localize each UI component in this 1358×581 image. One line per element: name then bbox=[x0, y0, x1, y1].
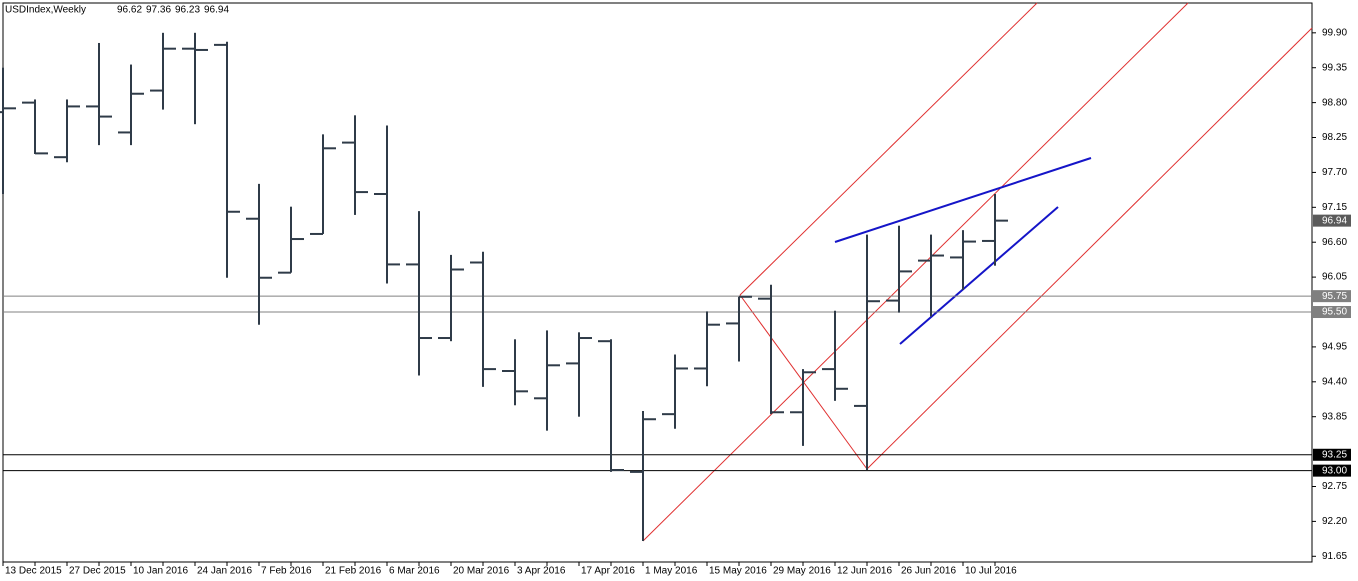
y-tick-label: 92.20 bbox=[1322, 516, 1347, 527]
channel-lower bbox=[866, 27, 1313, 470]
ohlc-bar bbox=[342, 115, 368, 215]
last-low: 96.23 bbox=[175, 5, 200, 16]
ohlc-bar bbox=[566, 332, 592, 417]
ohlc-bar bbox=[598, 339, 624, 472]
x-tick-label: 24 Jan 2016 bbox=[197, 566, 252, 577]
ohlc-bar bbox=[726, 295, 752, 362]
level-label-box bbox=[1313, 448, 1351, 461]
ohlc-bar bbox=[758, 284, 784, 415]
ohlc-bar bbox=[0, 67, 16, 194]
level-label: 95.50 bbox=[1322, 307, 1347, 318]
trendline-lower bbox=[899, 206, 1059, 345]
y-tick-label: 99.35 bbox=[1322, 62, 1347, 73]
x-tick-label: 10 Jan 2016 bbox=[133, 566, 188, 577]
level-label: 93.25 bbox=[1322, 449, 1347, 460]
channel-drawing bbox=[642, 2, 1313, 542]
y-tick-label: 97.15 bbox=[1322, 202, 1347, 213]
level-label-box bbox=[1313, 290, 1351, 303]
x-tick-label: 15 May 2016 bbox=[709, 566, 767, 577]
y-tick-label: 99.90 bbox=[1322, 27, 1347, 38]
level-label: 95.75 bbox=[1322, 291, 1347, 302]
x-tick-label: 13 Dec 2015 bbox=[5, 566, 62, 577]
level-label: 93.00 bbox=[1322, 465, 1347, 476]
ohlc-bar bbox=[854, 234, 880, 470]
y-tick-label: 92.75 bbox=[1322, 481, 1347, 492]
ohlc-bar bbox=[470, 251, 496, 387]
y-tick-label: 97.70 bbox=[1322, 167, 1347, 178]
ohlc-bar bbox=[214, 41, 240, 278]
ohlc-bar bbox=[278, 206, 304, 274]
ohlc-bar bbox=[406, 211, 432, 376]
ohlc-bar bbox=[86, 42, 112, 146]
y-tick-label: 98.80 bbox=[1322, 97, 1347, 108]
x-tick-label: 29 May 2016 bbox=[773, 566, 831, 577]
ohlc-bar bbox=[118, 64, 144, 146]
ohlc-bar bbox=[150, 32, 176, 110]
plot-frame bbox=[2, 2, 1313, 563]
last-close: 96.94 bbox=[204, 5, 229, 16]
y-tick-label: 96.60 bbox=[1322, 237, 1347, 248]
ohlc-bar bbox=[662, 354, 688, 429]
ohlc-bar bbox=[918, 234, 944, 317]
level-label-box bbox=[1313, 306, 1351, 319]
x-tick-label: 6 Mar 2016 bbox=[389, 566, 440, 577]
x-tick-label: 17 Apr 2016 bbox=[581, 566, 635, 577]
y-tick-label: 94.40 bbox=[1322, 376, 1347, 387]
y-tick-label: 91.65 bbox=[1322, 551, 1347, 562]
ohlc-bar bbox=[886, 225, 912, 313]
level-label-box bbox=[1313, 464, 1351, 477]
x-tick-label: 20 Mar 2016 bbox=[453, 566, 510, 577]
price-label-box bbox=[1313, 214, 1351, 227]
ohlc-bar bbox=[374, 125, 400, 284]
y-tick-label: 93.85 bbox=[1322, 411, 1347, 422]
ohlc-bar bbox=[54, 99, 80, 163]
ohlc-bar bbox=[182, 32, 208, 125]
ohlc-bar bbox=[822, 310, 848, 401]
last-open: 96.62 bbox=[117, 5, 142, 16]
last-high: 97.36 bbox=[146, 5, 171, 16]
x-tick-label: 12 Jun 2016 bbox=[837, 566, 892, 577]
ohlc-bar bbox=[534, 330, 560, 431]
x-tick-label: 3 Apr 2016 bbox=[517, 566, 566, 577]
x-tick-label: 27 Dec 2015 bbox=[69, 566, 126, 577]
trendline-upper bbox=[834, 157, 1092, 243]
y-tick-label: 94.95 bbox=[1322, 342, 1347, 353]
ohlc-bar bbox=[310, 134, 336, 235]
trendlines bbox=[834, 157, 1092, 345]
x-tick-label: 10 Jul 2016 bbox=[965, 566, 1017, 577]
y-tick-label: 96.05 bbox=[1322, 272, 1347, 283]
x-tick-label: 7 Feb 2016 bbox=[261, 566, 312, 577]
chart-title: USDIndex,Weekly bbox=[5, 5, 86, 16]
x-tick-label: 26 Jun 2016 bbox=[901, 566, 956, 577]
y-tick-label: 98.25 bbox=[1322, 132, 1347, 143]
channel-upper bbox=[739, 2, 1038, 296]
ohlc-bar bbox=[22, 99, 48, 155]
ohlc-bar bbox=[502, 339, 528, 406]
x-tick-label: 21 Feb 2016 bbox=[325, 566, 382, 577]
ohlc-bar bbox=[694, 311, 720, 387]
ohlc-bar bbox=[982, 193, 1008, 266]
price-label: 96.94 bbox=[1322, 215, 1347, 226]
ohlc-bar bbox=[950, 230, 976, 290]
channel-middle bbox=[642, 2, 1189, 542]
x-tick-label: 1 May 2016 bbox=[645, 566, 698, 577]
ohlc-bar bbox=[790, 369, 816, 446]
ohlc-bar bbox=[246, 183, 272, 325]
ohlc-bar bbox=[438, 254, 464, 342]
ohlc-bar bbox=[630, 410, 656, 542]
